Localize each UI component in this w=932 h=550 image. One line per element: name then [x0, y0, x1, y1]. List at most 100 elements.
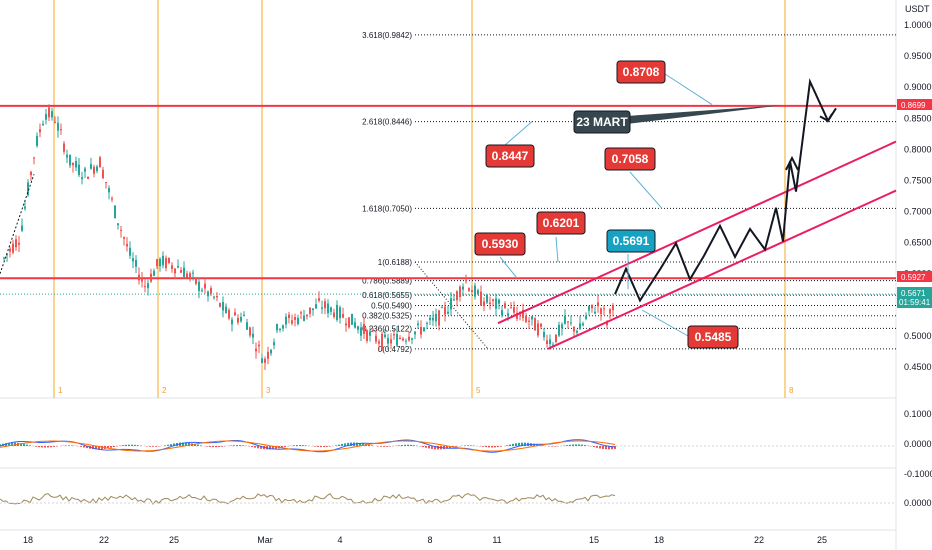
candle-body[interactable] — [42, 123, 44, 126]
candle-body[interactable] — [111, 198, 113, 200]
candle-body[interactable] — [357, 326, 359, 330]
candle-body[interactable] — [243, 314, 245, 316]
candle-body[interactable] — [69, 154, 71, 166]
candle-body[interactable] — [213, 296, 215, 298]
candle-body[interactable] — [150, 273, 152, 282]
candle-body[interactable] — [162, 255, 164, 266]
candle-body[interactable] — [222, 301, 224, 311]
candle-body[interactable] — [102, 169, 104, 179]
candle-body[interactable] — [66, 154, 68, 158]
candle-body[interactable] — [93, 166, 95, 174]
candle-body[interactable] — [486, 294, 488, 303]
candle-body[interactable] — [234, 312, 236, 316]
candle-body[interactable] — [465, 280, 467, 282]
candle-body[interactable] — [261, 358, 263, 363]
candle-body[interactable] — [63, 143, 65, 152]
candle-body[interactable] — [321, 307, 323, 309]
candle-body[interactable] — [9, 248, 11, 252]
candle-body[interactable] — [585, 316, 587, 319]
candle-body[interactable] — [318, 298, 320, 301]
candle-body[interactable] — [90, 164, 92, 169]
candle-body[interactable] — [495, 298, 497, 309]
candle-body[interactable] — [198, 281, 200, 291]
candle-body[interactable] — [300, 312, 302, 314]
candle-body[interactable] — [330, 307, 332, 312]
candle-body[interactable] — [216, 296, 218, 298]
candle-body[interactable] — [114, 205, 116, 219]
candle-body[interactable] — [303, 315, 305, 321]
candle-body[interactable] — [12, 243, 14, 253]
candle-body[interactable] — [534, 318, 536, 331]
candle-body[interactable] — [441, 307, 443, 309]
candle-body[interactable] — [27, 182, 29, 196]
candle-body[interactable] — [351, 313, 353, 325]
candle-body[interactable] — [438, 310, 440, 326]
candle-body[interactable] — [375, 335, 377, 342]
candle-body[interactable] — [609, 309, 611, 314]
projection-path[interactable] — [614, 78, 837, 303]
candle-body[interactable] — [249, 327, 251, 336]
candle-body[interactable] — [582, 323, 584, 326]
candle-body[interactable] — [345, 323, 347, 326]
candle-body[interactable] — [408, 336, 410, 341]
candle-body[interactable] — [573, 326, 575, 332]
candle-body[interactable] — [576, 330, 578, 333]
candle-body[interactable] — [603, 308, 605, 310]
candle-body[interactable] — [504, 303, 506, 308]
candle-body[interactable] — [561, 324, 563, 329]
callout-box[interactable] — [485, 144, 535, 168]
candle-body[interactable] — [435, 313, 437, 322]
callout-box[interactable] — [536, 211, 586, 235]
candle-body[interactable] — [510, 307, 512, 309]
candle-body[interactable] — [33, 157, 35, 159]
candle-body[interactable] — [390, 339, 392, 344]
candle-body[interactable] — [570, 322, 572, 324]
candle-body[interactable] — [201, 290, 203, 292]
callout-box[interactable] — [606, 229, 656, 253]
candle-body[interactable] — [555, 334, 557, 342]
candle-body[interactable] — [180, 269, 182, 273]
candle-body[interactable] — [60, 129, 62, 131]
candle-body[interactable] — [75, 160, 77, 168]
callout-box[interactable] — [616, 60, 666, 84]
candle-body[interactable] — [87, 176, 89, 179]
candle-body[interactable] — [291, 320, 293, 324]
candle-body[interactable] — [579, 323, 581, 330]
candle-body[interactable] — [159, 258, 161, 267]
callout-box[interactable] — [573, 110, 631, 134]
candle-body[interactable] — [339, 307, 341, 319]
candle-body[interactable] — [471, 290, 473, 293]
candle-body[interactable] — [273, 342, 275, 346]
candle-body[interactable] — [165, 258, 167, 269]
candle-body[interactable] — [474, 285, 476, 297]
candle-body[interactable] — [156, 259, 158, 267]
candle-body[interactable] — [588, 306, 590, 311]
candle-body[interactable] — [225, 306, 227, 314]
candle-body[interactable] — [417, 323, 419, 326]
candle-body[interactable] — [174, 268, 176, 274]
candle-body[interactable] — [105, 182, 107, 184]
candle-body[interactable] — [423, 327, 425, 332]
candle-body[interactable] — [96, 166, 98, 172]
candle-body[interactable] — [420, 327, 422, 335]
candle-body[interactable] — [39, 129, 41, 133]
candle-body[interactable] — [540, 323, 542, 327]
candle-body[interactable] — [381, 333, 383, 349]
candle-body[interactable] — [231, 319, 233, 325]
candle-body[interactable] — [312, 308, 314, 311]
candle-body[interactable] — [297, 317, 299, 324]
candle-body[interactable] — [396, 333, 398, 346]
candle-body[interactable] — [327, 303, 329, 314]
candle-body[interactable] — [123, 237, 125, 239]
candle-body[interactable] — [333, 312, 335, 317]
candle-body[interactable] — [501, 310, 503, 316]
candle-body[interactable] — [15, 239, 17, 248]
candle-body[interactable] — [414, 331, 416, 335]
channel-upper-line[interactable] — [497, 140, 897, 325]
candle-body[interactable] — [513, 307, 515, 313]
candle-body[interactable] — [450, 298, 452, 310]
candle-body[interactable] — [267, 351, 269, 359]
candle-body[interactable] — [141, 277, 143, 282]
candle-body[interactable] — [372, 329, 374, 332]
